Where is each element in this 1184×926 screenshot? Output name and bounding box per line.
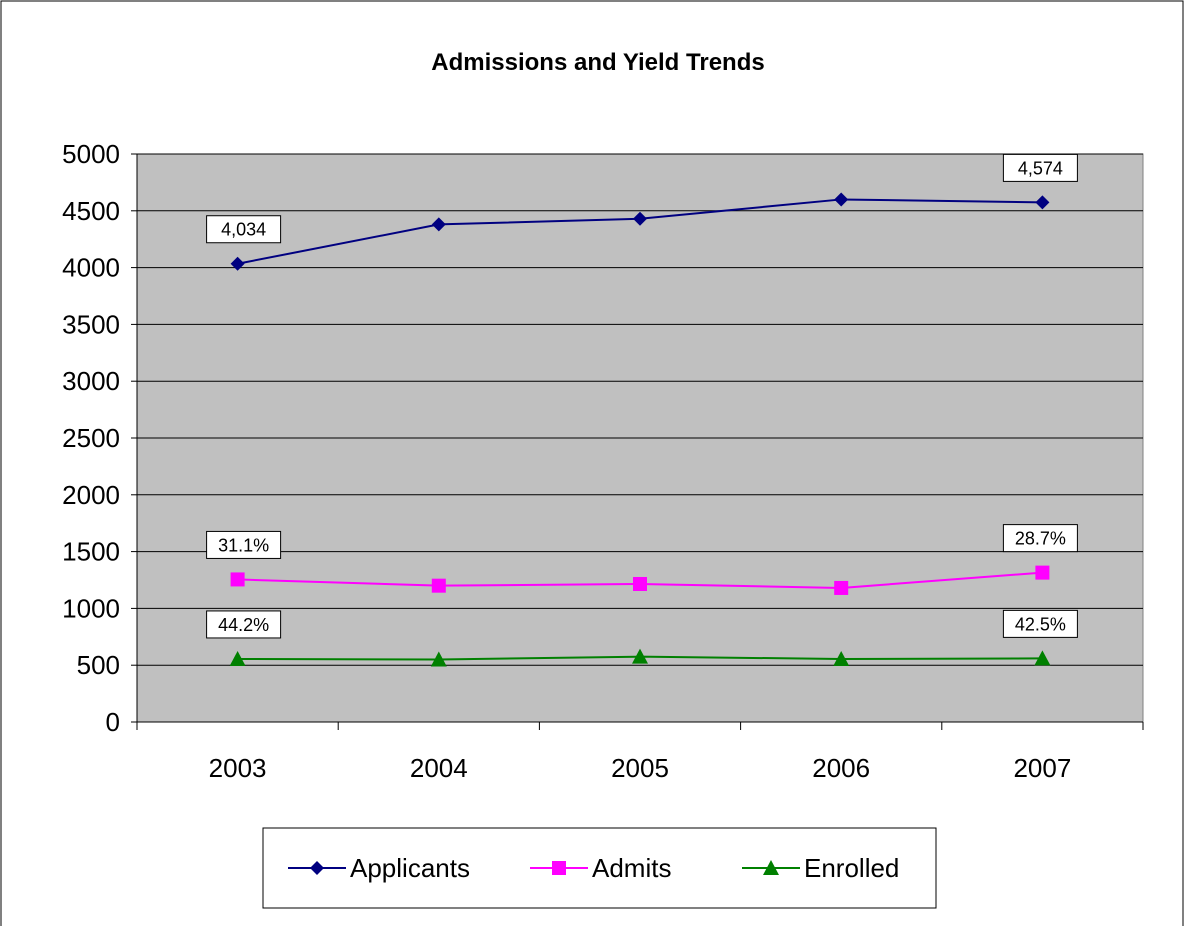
y-tick-label: 3500 bbox=[62, 309, 120, 339]
data-label-box bbox=[206, 215, 282, 244]
admits-point bbox=[633, 576, 647, 591]
applicants-point bbox=[1035, 195, 1050, 210]
y-tick-label: 2000 bbox=[62, 480, 120, 510]
y-tick-label: 4000 bbox=[62, 253, 120, 283]
enrolled-point bbox=[1034, 650, 1051, 666]
y-tick-label: 4500 bbox=[62, 196, 120, 226]
enrolled-point bbox=[229, 650, 246, 666]
y-tick-label: 2500 bbox=[62, 423, 120, 453]
admits-point bbox=[1035, 565, 1050, 580]
data-label-text: 42.5% bbox=[1015, 614, 1066, 634]
data-label-text: 44.2% bbox=[218, 615, 269, 635]
enrolled-point bbox=[430, 651, 447, 667]
chart-title: Admissions and Yield Trends bbox=[431, 49, 764, 76]
gridlines bbox=[137, 153, 1143, 666]
enrolled-point bbox=[632, 648, 648, 664]
applicants-point bbox=[633, 211, 647, 226]
admits-legend-label: Admits bbox=[592, 853, 671, 883]
y-tick-label: 1500 bbox=[62, 537, 120, 567]
data-label-text: 31.1% bbox=[218, 535, 269, 555]
data-label: 28.7% bbox=[1002, 524, 1078, 553]
y-tick-label: 0 bbox=[106, 707, 120, 737]
x-tick-label: 2007 bbox=[1013, 753, 1071, 783]
applicants-legend-label: Applicants bbox=[350, 853, 470, 883]
data-label-box bbox=[1002, 524, 1078, 553]
x-tick-label: 2003 bbox=[209, 753, 267, 783]
data-label-box bbox=[1002, 153, 1078, 182]
admits-point bbox=[834, 580, 849, 595]
data-label-text: 28.7% bbox=[1015, 529, 1066, 549]
y-tick-label: 5000 bbox=[62, 139, 120, 169]
data-label: 31.1% bbox=[206, 530, 282, 559]
series-lines bbox=[229, 192, 1051, 667]
data-label: 4,034 bbox=[206, 215, 282, 244]
applicants-point bbox=[230, 256, 245, 271]
enrolled-legend-label: Enrolled bbox=[804, 853, 899, 883]
data-label: 42.5% bbox=[1002, 609, 1078, 638]
legend-box bbox=[262, 827, 937, 909]
legend: Applicants Admits Enrolled bbox=[262, 827, 937, 909]
applicants-legend-marker bbox=[310, 861, 324, 875]
data-label-box bbox=[206, 530, 282, 559]
data-label-text: 4,574 bbox=[1018, 158, 1063, 178]
y-tick-label: 500 bbox=[77, 650, 120, 680]
data-labels: 4,034 4,574 31.1% 28.7% 44.2% 42.5% bbox=[206, 153, 1078, 639]
axes: 0 500 1000 1500 2000 2500 3000 3500 4000 4500 5000… bbox=[62, 139, 1144, 783]
y-tick-label: 1000 bbox=[62, 593, 120, 623]
x-tick-label: 2006 bbox=[812, 753, 870, 783]
enrolled-legend-marker bbox=[763, 860, 779, 875]
x-tick-label: 2004 bbox=[410, 753, 468, 783]
applicants-point bbox=[834, 192, 849, 207]
data-label: 44.2% bbox=[206, 610, 282, 639]
admits-legend-marker bbox=[552, 861, 566, 875]
data-label: 4,574 bbox=[1002, 153, 1078, 182]
admits-point bbox=[230, 572, 245, 587]
data-label-box bbox=[206, 610, 282, 639]
x-tick-label: 2005 bbox=[611, 753, 669, 783]
y-tick-label: 3000 bbox=[62, 366, 120, 396]
data-label-box bbox=[1002, 609, 1078, 638]
applicants-point bbox=[431, 217, 446, 232]
admits-point bbox=[431, 578, 446, 593]
enrolled-point bbox=[833, 650, 850, 666]
data-label-text: 4,034 bbox=[221, 220, 266, 240]
